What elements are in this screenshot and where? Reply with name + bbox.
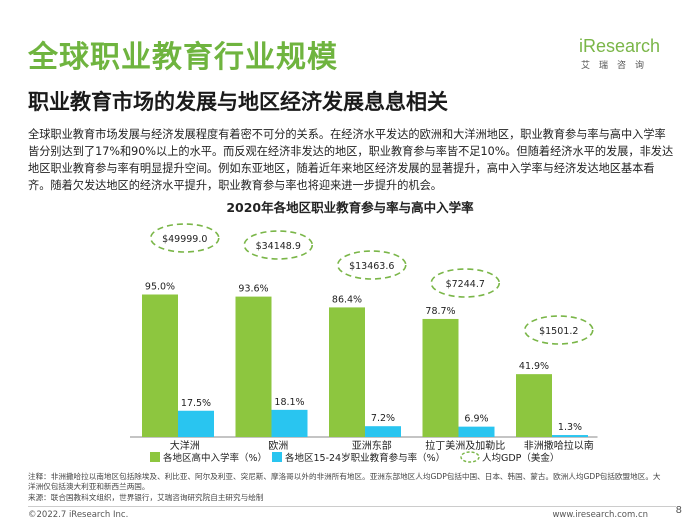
page-number: 8 — [675, 505, 682, 516]
bar-vocational-2 — [365, 426, 401, 437]
gdp-ellipse-1 — [243, 230, 314, 260]
logo-main-text: iResearch — [578, 36, 660, 56]
x-tick-label-2: 亚洲东部 — [352, 439, 392, 452]
footer-divider — [28, 506, 676, 507]
x-tick-label-3: 拉丁美洲及加勒比 — [425, 439, 505, 452]
bar-enrollment-0 — [142, 294, 178, 437]
data-label-vocational-0: 17.5% — [181, 398, 211, 409]
data-label-vocational-2: 7.2% — [371, 413, 395, 424]
footnote: 注释：非洲撒哈拉以南地区包括除埃及、利比亚、阿尔及利亚、突尼斯、摩洛哥以外的非洲… — [28, 472, 668, 503]
logo-sub-text: 艾瑞咨询 — [580, 61, 653, 71]
bar-vocational-3 — [458, 426, 495, 437]
gdp-ellipse-4 — [523, 315, 594, 345]
copyright: ©2022.7 iResearch Inc. — [28, 510, 129, 520]
bar-enrollment-1 — [235, 296, 272, 437]
gdp-label-2: $13463.6 — [349, 261, 394, 272]
gdp-label-1: $34148.9 — [256, 241, 301, 252]
page-title: 全球职业教育行业规模 — [28, 40, 338, 75]
x-tick-label-0: 大洋洲 — [170, 439, 200, 452]
data-label-enrollment-4: 41.9% — [519, 361, 549, 372]
bar-enrollment-4 — [516, 374, 552, 437]
bar-vocational-1 — [271, 409, 308, 437]
gdp-ellipse-2 — [336, 250, 407, 280]
bar-vocational-4 — [552, 435, 588, 437]
body-paragraph: 全球职业教育市场发展与经济发展程度有着密不可分的关系。在经济水平发达的欧洲和大洋… — [28, 128, 674, 192]
data-label-enrollment-2: 86.4% — [332, 294, 362, 305]
page-subtitle: 职业教育市场的发展与地区经济发展息息相关 — [28, 90, 448, 114]
gdp-ellipse-0 — [149, 223, 220, 253]
legend-swatch-gdp — [460, 451, 480, 463]
bar-vocational-0 — [178, 410, 214, 437]
data-label-vocational-4: 1.3% — [558, 422, 582, 433]
gdp-label-3: $7244.7 — [446, 279, 485, 290]
chart-title: 2020年各地区职业教育参与率与高中入学率 — [226, 200, 474, 215]
legend-label-enrollment: 各地区高中入学率（%） — [163, 452, 267, 464]
bar-enrollment-3 — [422, 318, 459, 437]
x-tick-label-4: 非洲撒哈拉以南 — [524, 439, 594, 452]
legend-swatch-enrollment — [150, 452, 160, 462]
data-label-vocational-1: 18.1% — [274, 397, 304, 408]
data-label-vocational-3: 6.9% — [464, 414, 488, 425]
legend-swatch-vocational — [272, 452, 282, 462]
x-tick-label-1: 欧洲 — [268, 440, 288, 452]
iresearch-logo: iResearch 艾瑞咨询 — [579, 36, 660, 71]
data-label-enrollment-0: 95.0% — [145, 282, 175, 293]
bar-enrollment-2 — [329, 307, 365, 437]
gdp-label-0: $49999.0 — [162, 234, 207, 245]
gdp-label-4: $1501.2 — [539, 326, 578, 337]
data-label-enrollment-3: 78.7% — [425, 306, 455, 317]
footnote-note: 注释：非洲撒哈拉以南地区包括除埃及、利比亚、阿尔及利亚、突尼斯、摩洛哥以外的非洲… — [28, 472, 661, 492]
website-url: www.iresearch.com.cn — [552, 510, 648, 520]
legend-label-gdp: 人均GDP（美金） — [482, 452, 559, 464]
gdp-ellipse-3 — [430, 268, 501, 298]
footnote-source: 来源：联合国教科文组织，世界银行，艾瑞咨询研究院自主研究与绘制 — [28, 492, 264, 502]
data-label-enrollment-1: 93.6% — [238, 284, 268, 295]
legend-label-vocational: 各地区15-24岁职业教育参与率（%） — [285, 452, 445, 464]
